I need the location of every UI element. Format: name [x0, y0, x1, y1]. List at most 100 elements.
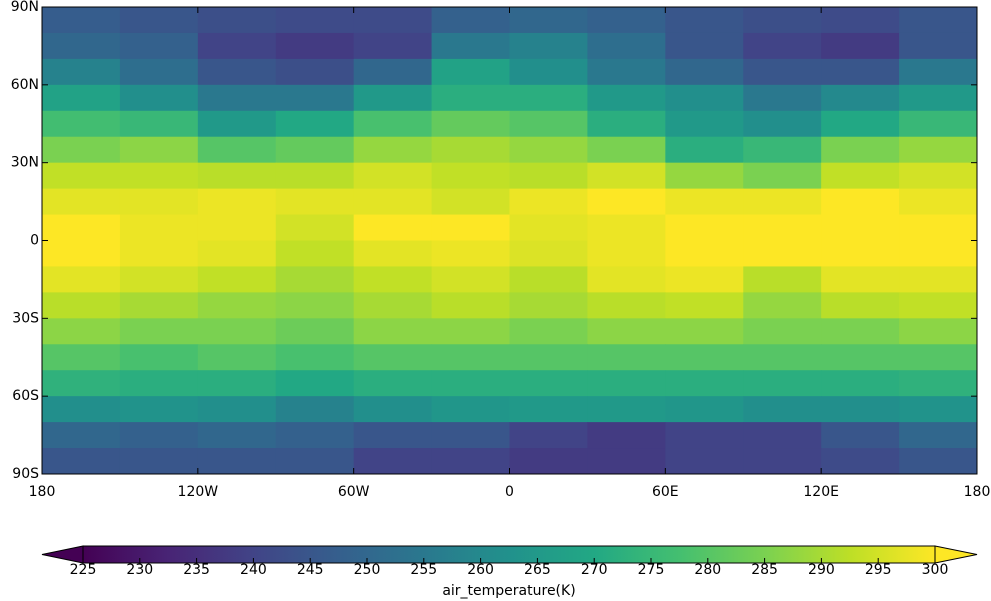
temperature-cell	[275, 344, 355, 371]
temperature-cell	[353, 422, 433, 449]
temperature-cell	[42, 422, 121, 449]
temperature-cell	[821, 84, 900, 112]
temperature-cell	[899, 448, 978, 475]
temperature-cell	[665, 84, 744, 112]
temperature-cell	[665, 396, 744, 423]
temperature-cell	[275, 292, 355, 319]
temperature-cell	[743, 266, 822, 293]
colorbar-tick-label: 275	[638, 562, 665, 578]
temperature-cell	[587, 7, 666, 34]
temperature-cell	[665, 214, 744, 241]
temperature-cell	[197, 136, 277, 164]
temperature-cell	[899, 422, 978, 449]
temperature-cell	[353, 7, 433, 34]
temperature-cell	[743, 136, 822, 164]
temperature-cell	[509, 344, 588, 371]
temperature-cell	[42, 188, 121, 216]
temperature-cell	[119, 214, 199, 241]
temperature-cell	[587, 110, 666, 138]
temperature-cell	[665, 7, 744, 34]
temperature-cell	[42, 32, 121, 60]
temperature-cell	[275, 422, 355, 449]
temperature-cell	[587, 266, 666, 293]
y-tick-label: 90N	[11, 0, 39, 15]
temperature-cell	[119, 84, 199, 112]
temperature-cell	[197, 188, 277, 216]
temperature-cell	[42, 214, 121, 241]
temperature-cell	[353, 448, 433, 475]
temperature-cell	[431, 396, 510, 423]
temperature-cell	[743, 240, 822, 267]
temperature-cell	[275, 396, 355, 423]
temperature-cell	[665, 188, 744, 216]
temperature-cell	[899, 7, 978, 34]
colorbar-tick-label: 300	[922, 562, 949, 578]
temperature-cell	[275, 110, 355, 138]
temperature-cell	[665, 110, 744, 138]
temperature-cell	[743, 214, 822, 241]
temperature-cell	[42, 318, 121, 345]
x-tick-label: 180	[964, 484, 991, 500]
y-tick-label: 90S	[12, 466, 39, 482]
temperature-cell	[42, 370, 121, 397]
temperature-cell	[821, 136, 900, 164]
temperature-cell	[587, 214, 666, 241]
temperature-cell	[197, 396, 277, 423]
temperature-cell	[743, 32, 822, 60]
temperature-cell	[587, 292, 666, 319]
temperature-cell	[587, 396, 666, 423]
temperature-cell	[197, 7, 277, 34]
temperature-cell	[509, 7, 588, 34]
temperature-cell	[743, 292, 822, 319]
temperature-cell	[821, 318, 900, 345]
temperature-cell	[42, 292, 121, 319]
temperature-cell	[821, 396, 900, 423]
temperature-cell	[509, 188, 588, 216]
temperature-cell	[197, 58, 277, 86]
x-tick-label: 60E	[652, 484, 679, 500]
temperature-cell	[899, 396, 978, 423]
temperature-cell	[509, 422, 588, 449]
temperature-cell	[119, 240, 199, 267]
temperature-cell	[821, 422, 900, 449]
temperature-cell	[587, 162, 666, 190]
colorbar-tick-label: 295	[865, 562, 892, 578]
temperature-cell	[587, 240, 666, 267]
temperature-cell	[42, 396, 121, 423]
temperature-cell	[743, 7, 822, 34]
temperature-cell	[119, 344, 199, 371]
x-tick-label: 60W	[338, 484, 370, 500]
temperature-cell	[275, 84, 355, 112]
temperature-cell	[743, 110, 822, 138]
colorbar-tick-label: 280	[694, 562, 721, 578]
temperature-cell	[821, 58, 900, 86]
temperature-cell	[821, 448, 900, 475]
temperature-cell	[587, 370, 666, 397]
colorbar-extend-max	[934, 545, 978, 564]
temperature-cell	[899, 136, 978, 164]
temperature-cell	[197, 32, 277, 60]
temperature-cell	[353, 58, 433, 86]
temperature-cell	[275, 240, 355, 267]
x-tick-label: 120E	[803, 484, 839, 500]
temperature-cell	[353, 266, 433, 293]
temperature-cell	[42, 110, 121, 138]
colorbar-label: air_temperature(K)	[442, 583, 575, 599]
temperature-cell	[275, 318, 355, 345]
temperature-cell	[431, 32, 510, 60]
temperature-cell	[197, 240, 277, 267]
temperature-cell	[743, 448, 822, 475]
temperature-cell	[899, 344, 978, 371]
temperature-cell	[821, 188, 900, 216]
temperature-cell	[275, 136, 355, 164]
temperature-cell	[665, 162, 744, 190]
temperature-cell	[587, 32, 666, 60]
colorbar-tick-label: 265	[524, 562, 551, 578]
temperature-cell	[42, 58, 121, 86]
temperature-cell	[353, 162, 433, 190]
temperature-cell	[743, 188, 822, 216]
temperature-cell	[509, 110, 588, 138]
temperature-cell	[119, 266, 199, 293]
temperature-cell	[431, 448, 510, 475]
